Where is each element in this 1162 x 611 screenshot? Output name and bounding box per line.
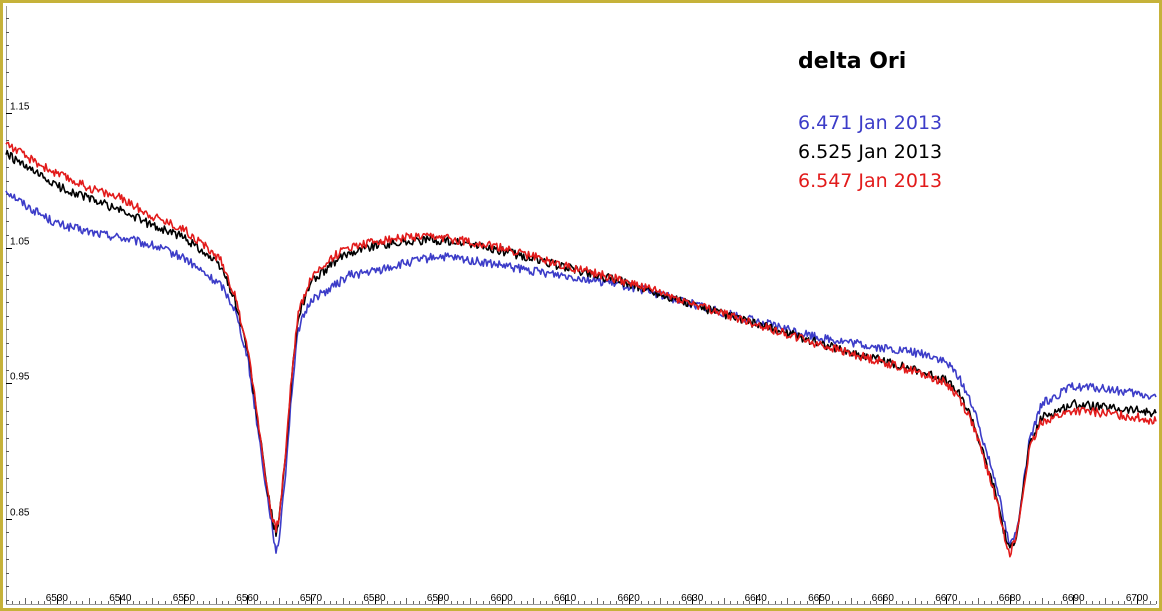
axes-layer: 0.85 0.95 1.05 1.15 6530 6540 6550 6560 6570 6580…: [6, 6, 1157, 605]
x-tick-label: 6580: [363, 593, 386, 604]
y-tick-label: 1.05: [10, 237, 30, 248]
x-tick-label: 6530: [46, 593, 69, 604]
x-tick-label: 6620: [618, 593, 641, 604]
y-tick-label: 1.15: [10, 102, 30, 113]
x-tick-label: 6600: [490, 593, 513, 604]
x-tick-label: 6680: [999, 593, 1022, 604]
legend-entry: 6.547 Jan 2013: [798, 170, 942, 192]
legend: 6.471 Jan 2013 6.525 Jan 2013 6.547 Jan 20…: [798, 112, 942, 192]
series-line: [5, 149, 1157, 549]
x-tick-label: 6700: [1126, 593, 1149, 604]
chart-title: delta Ori: [798, 49, 906, 74]
y-tick-label: 0.95: [10, 372, 30, 383]
x-tick-label: 6670: [935, 593, 958, 604]
x-tick-label: 6610: [554, 593, 577, 604]
series-line: [5, 141, 1157, 558]
x-tick-label: 6560: [236, 593, 259, 604]
x-tick-label: 6590: [427, 593, 450, 604]
x-tick-label: 6640: [745, 593, 768, 604]
legend-entry: 6.525 Jan 2013: [798, 141, 942, 163]
series-layer: [5, 141, 1157, 558]
x-tick-label: 6570: [300, 593, 323, 604]
y-tick-label: 0.85: [10, 508, 30, 519]
x-tick-label: 6550: [173, 593, 196, 604]
x-tick-label: 6630: [681, 593, 704, 604]
legend-entry: 6.471 Jan 2013: [798, 112, 942, 134]
x-tick-label: 6650: [808, 593, 831, 604]
x-tick-label: 6690: [1062, 593, 1085, 604]
x-tick-label: 6540: [109, 593, 132, 604]
x-tick-label: 6660: [872, 593, 895, 604]
series-line: [5, 190, 1157, 554]
